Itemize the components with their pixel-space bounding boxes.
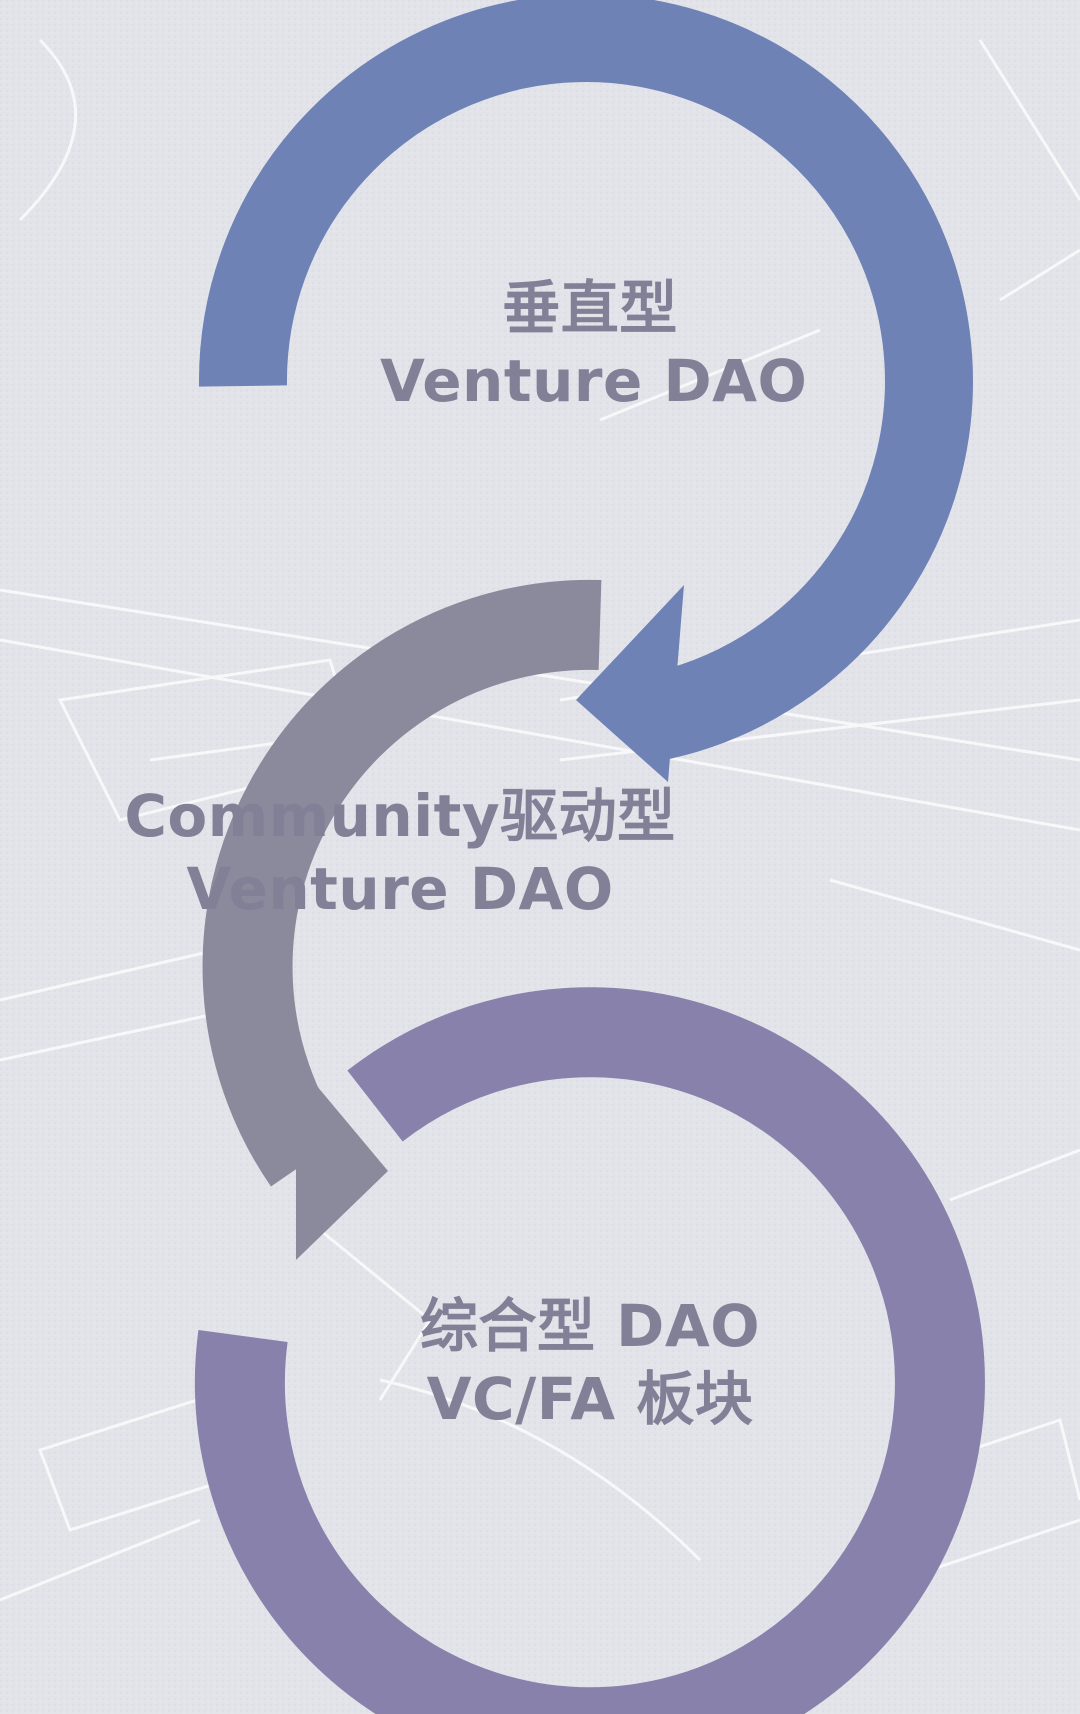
node-top-title: 垂直型: [502, 274, 678, 342]
node-label-middle: Community驱动型 Venture DAO: [95, 780, 705, 925]
node-top-subtitle: Venture DAO: [380, 346, 808, 415]
node-middle-title: Community驱动型: [124, 782, 676, 850]
node-label-top: 垂直型 Venture DAO: [380, 272, 808, 417]
node-middle-subtitle: Venture DAO: [186, 854, 614, 923]
middle-arrowhead: [296, 1061, 388, 1260]
node-label-bottom: 综合型 DAO VC/FA 板块: [390, 1290, 790, 1435]
middle-cycle-arrow: [202, 579, 602, 1260]
top-arrowhead: [576, 585, 684, 782]
node-bottom-title: 综合型 DAO: [419, 1292, 761, 1360]
bottom-cycle-ring: [194, 987, 985, 1714]
top-cycle-arrow: [198, 0, 973, 782]
node-bottom-subtitle: VC/FA 板块: [426, 1364, 754, 1433]
